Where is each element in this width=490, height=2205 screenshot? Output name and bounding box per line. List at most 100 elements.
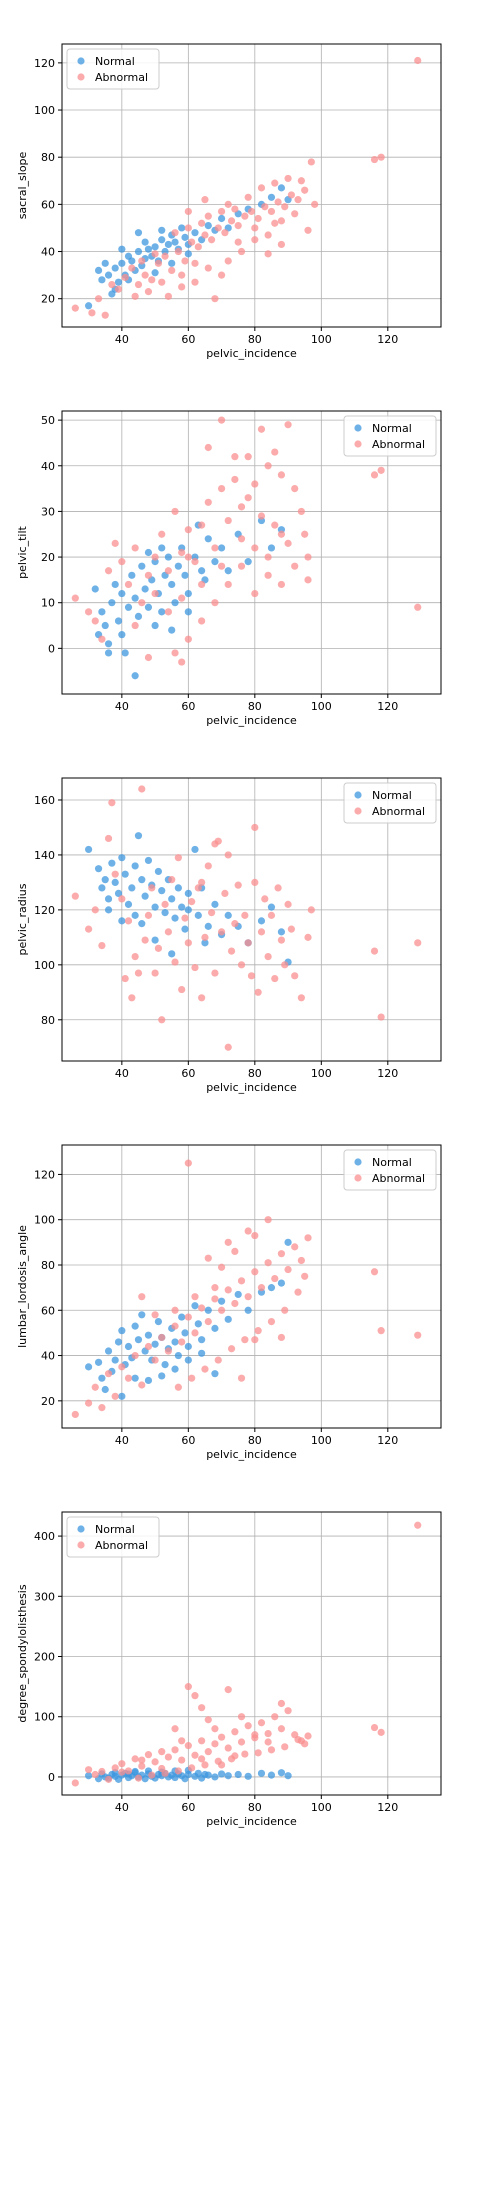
data-point-abnormal (257, 184, 266, 192)
data-point-abnormal (264, 1738, 272, 1746)
data-point-abnormal (131, 1351, 139, 1360)
data-point-normal (217, 544, 226, 552)
data-point-abnormal (138, 599, 146, 607)
data-point-abnormal (108, 280, 116, 289)
data-point-abnormal (98, 1404, 106, 1412)
y-tick-label: 20 (41, 1395, 55, 1408)
data-point-normal (134, 229, 143, 237)
data-point-abnormal (244, 453, 252, 461)
data-point-abnormal (297, 994, 305, 1002)
data-point-abnormal (311, 200, 319, 208)
data-point-abnormal (201, 196, 209, 204)
data-point-abnormal (171, 1322, 179, 1330)
data-point-normal (141, 892, 149, 900)
data-point-abnormal (217, 484, 226, 493)
data-point-abnormal (84, 925, 93, 933)
data-point-normal (114, 617, 123, 625)
data-point-abnormal (297, 177, 305, 185)
data-point-abnormal (281, 961, 289, 969)
data-point-abnormal (204, 1748, 212, 1756)
data-point-abnormal (217, 1761, 226, 1769)
data-point-abnormal (134, 280, 143, 289)
y-tick-label: 40 (41, 460, 55, 473)
data-point-abnormal (307, 158, 315, 166)
data-point-normal (164, 553, 172, 561)
data-point-abnormal (111, 539, 119, 547)
data-point-normal (118, 245, 126, 253)
data-point-abnormal (134, 1774, 143, 1782)
legend: Normal Abnormal (343, 415, 437, 457)
data-point-abnormal (121, 974, 129, 983)
data-point-abnormal (161, 252, 169, 260)
data-point-abnormal (174, 854, 182, 862)
data-point-normal (277, 184, 286, 192)
data-point-normal (181, 571, 189, 579)
data-point-abnormal (108, 799, 116, 807)
data-point-abnormal (251, 1336, 259, 1344)
data-point-abnormal (171, 958, 179, 966)
data-point-abnormal (148, 884, 156, 892)
data-point-abnormal (414, 1521, 422, 1529)
data-point-abnormal (124, 580, 133, 589)
data-point-abnormal (161, 1769, 169, 1777)
y-axis-label: pelvic_tilt (16, 525, 29, 578)
plot-frame (61, 1144, 442, 1429)
legend-marker-normal (354, 791, 362, 799)
data-point-abnormal (118, 895, 126, 903)
data-point-normal (158, 544, 166, 552)
data-point-normal (101, 1385, 109, 1394)
data-point-normal (101, 876, 109, 884)
data-point-abnormal (91, 1770, 99, 1779)
data-point-abnormal (148, 1771, 156, 1779)
data-point-normal (114, 278, 123, 286)
data-point-abnormal (138, 1756, 146, 1764)
scatter-plot-pelvic-radius: 40 60 80 100 120 80 100 120 140 160 pelvic_inciden… (16, 777, 442, 1094)
data-point-abnormal (98, 1767, 106, 1776)
data-point-abnormal (304, 1732, 312, 1740)
data-point-abnormal (134, 969, 143, 977)
data-point-abnormal (198, 580, 206, 589)
data-point-abnormal (118, 1760, 126, 1768)
data-point-abnormal (264, 571, 272, 579)
y-tick-label: 100 (34, 959, 55, 972)
data-point-normal (151, 621, 159, 630)
data-point-abnormal (304, 933, 312, 941)
y-axis-label: lumbar_lordosis_angle (16, 1225, 29, 1348)
data-point-abnormal (370, 1723, 379, 1732)
y-tick-label: 140 (34, 849, 55, 862)
data-point-abnormal (217, 562, 226, 570)
data-point-abnormal (188, 1374, 196, 1382)
y-tick-label: 60 (41, 198, 55, 211)
data-point-normal (144, 856, 153, 865)
data-point-normal (134, 247, 143, 256)
x-tick-label: 80 (248, 333, 262, 346)
data-point-abnormal (251, 1731, 259, 1739)
data-point-abnormal (301, 186, 309, 194)
data-point-abnormal (291, 972, 299, 980)
data-point-abnormal (241, 911, 249, 919)
data-point-abnormal (237, 562, 246, 570)
data-point-abnormal (237, 1738, 246, 1746)
data-point-normal (124, 1342, 133, 1351)
data-point-abnormal (284, 1265, 292, 1274)
data-point-normal (98, 608, 106, 616)
data-point-abnormal (104, 1370, 113, 1378)
data-point-abnormal (111, 1764, 119, 1772)
data-point-normal (134, 612, 143, 621)
data-point-abnormal (291, 562, 299, 570)
data-point-abnormal (274, 198, 282, 206)
legend-marker-normal (354, 1158, 362, 1166)
data-point-abnormal (294, 196, 302, 204)
data-point-abnormal (211, 1740, 219, 1748)
data-point-abnormal (118, 558, 126, 566)
data-point-normal (198, 1336, 206, 1344)
data-point-normal (84, 302, 93, 310)
legend-label-abnormal: Abnormal (372, 1172, 425, 1185)
data-point-normal (118, 1327, 126, 1335)
data-point-abnormal (281, 1306, 289, 1314)
data-point-normal (84, 1772, 93, 1780)
data-point-abnormal (88, 309, 96, 317)
data-point-abnormal (131, 292, 139, 300)
data-point-abnormal (84, 608, 93, 616)
data-point-abnormal (188, 898, 196, 906)
